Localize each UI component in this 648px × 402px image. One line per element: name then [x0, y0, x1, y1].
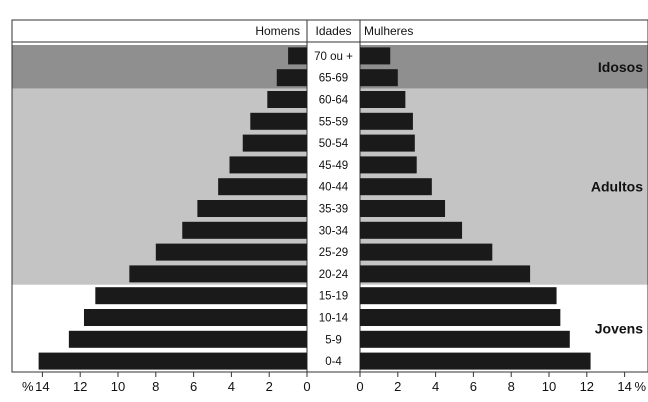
bar-men-10-14: [83, 309, 307, 326]
bar-men-35-39: [197, 200, 307, 217]
age-label: 65-69: [319, 73, 348, 85]
bar-women-45-49: [360, 156, 417, 174]
header-ages: Idades: [315, 24, 351, 38]
bar-women-30-34: [360, 221, 463, 239]
tick-label-left: 14: [35, 379, 49, 394]
tick-label-right: 8: [508, 379, 515, 394]
bar-men-30-34: [182, 221, 307, 239]
bar-men-20-24: [129, 265, 307, 283]
band-label-adultos: Adultos: [591, 179, 643, 195]
bar-men-45-49: [229, 156, 307, 174]
tick-label-left: 0: [303, 379, 310, 394]
age-label: 30-34: [319, 225, 349, 237]
bar-women-55-59: [360, 112, 413, 130]
tick-label-left: 10: [111, 379, 125, 394]
bar-women-40-44: [360, 178, 432, 196]
band-label-jovens: Jovens: [595, 320, 643, 336]
age-label: 50-54: [319, 138, 349, 150]
age-label-column: [306, 19, 361, 373]
bar-men-50-54: [242, 134, 307, 152]
header-women: Mulheres: [364, 24, 413, 38]
bar-women-20-24: [360, 265, 531, 283]
bar-men-70 ou +: [288, 47, 307, 65]
bar-women-25-29: [360, 243, 493, 261]
tick-label-left: 2: [266, 379, 273, 394]
x-unit-right: %: [634, 379, 646, 394]
age-label: 10-14: [319, 313, 349, 325]
tick-label-right: 4: [432, 379, 439, 394]
tick-label-left: 12: [73, 379, 87, 394]
bars-group: [38, 47, 591, 370]
age-label: 0-4: [325, 356, 342, 368]
bar-women-70 ou +: [360, 47, 391, 65]
age-label: 20-24: [319, 269, 349, 281]
tick-label-right: 10: [542, 379, 556, 394]
bar-women-65-69: [360, 69, 398, 87]
age-label: 5-9: [325, 334, 342, 346]
age-label: 15-19: [319, 291, 348, 303]
bar-men-40-44: [218, 178, 307, 196]
bar-men-0-4: [38, 352, 308, 370]
x-unit-left: %: [22, 379, 34, 394]
age-label: 70 ou +: [314, 51, 353, 63]
tick-label-right: 12: [580, 379, 594, 394]
age-label: 60-64: [319, 95, 349, 107]
tick-label-right: 14: [617, 379, 631, 394]
age-label: 25-29: [319, 247, 348, 259]
bar-women-60-64: [360, 91, 406, 108]
bar-men-55-59: [250, 112, 307, 130]
tick-label-left: 8: [152, 379, 159, 394]
age-label: 40-44: [319, 182, 349, 194]
tick-label-left: 4: [228, 379, 235, 394]
bar-men-65-69: [276, 69, 307, 87]
tick-label-right: 0: [356, 379, 363, 394]
tick-label-right: 6: [470, 379, 477, 394]
age-label: 55-59: [319, 116, 348, 128]
tick-label-left: 6: [190, 379, 197, 394]
bar-men-60-64: [267, 91, 307, 108]
bar-women-10-14: [360, 309, 561, 326]
x-axis: 14 12 10 8 6 4 2 0 0 2 4 6 8 10 12 14%%: [22, 372, 646, 394]
bar-women-50-54: [360, 134, 415, 152]
bar-men-25-29: [155, 243, 307, 261]
bar-men-15-19: [95, 287, 307, 305]
bar-women-0-4: [360, 352, 591, 370]
age-label: 45-49: [319, 160, 348, 172]
bar-women-5-9: [360, 330, 570, 348]
band-label-idosos: Idosos: [598, 59, 643, 75]
age-labels-group: 70 ou + 65-69 60-64 55-59 50-54 45-49 40-44 35-…: [314, 51, 353, 368]
age-label: 35-39: [319, 204, 348, 216]
bar-men-5-9: [68, 330, 307, 348]
tick-label-right: 2: [394, 379, 401, 394]
header-men: Homens: [255, 24, 300, 38]
bar-women-35-39: [360, 200, 446, 217]
bar-women-15-19: [360, 287, 557, 305]
band-labels-group: Idosos Adultos Jovens: [591, 59, 643, 337]
